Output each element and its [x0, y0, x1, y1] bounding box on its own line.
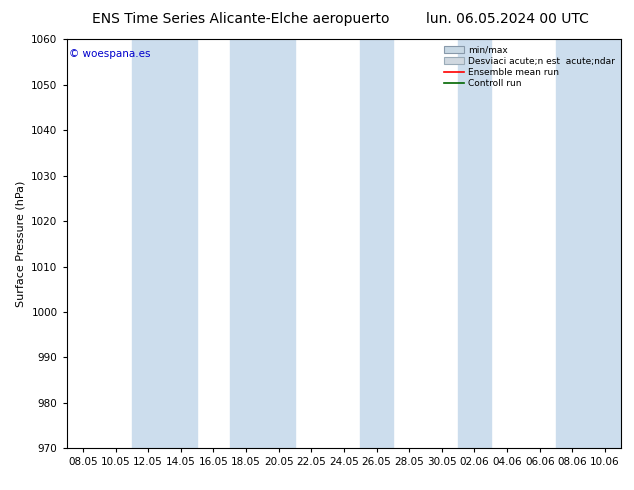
- Text: lun. 06.05.2024 00 UTC: lun. 06.05.2024 00 UTC: [426, 12, 588, 26]
- Text: ENS Time Series Alicante-Elche aeropuerto: ENS Time Series Alicante-Elche aeropuert…: [92, 12, 390, 26]
- Legend: min/max, Desviaci acute;n est  acute;ndar, Ensemble mean run, Controll run: min/max, Desviaci acute;n est acute;ndar…: [442, 44, 617, 90]
- Bar: [360, 39, 393, 448]
- Bar: [556, 39, 621, 448]
- Bar: [230, 39, 295, 448]
- Text: © woespana.es: © woespana.es: [69, 49, 151, 59]
- Bar: [132, 39, 197, 448]
- Y-axis label: Surface Pressure (hPa): Surface Pressure (hPa): [16, 181, 26, 307]
- Bar: [458, 39, 491, 448]
